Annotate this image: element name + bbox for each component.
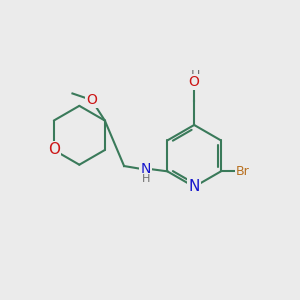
Text: H: H bbox=[191, 69, 200, 82]
Text: Br: Br bbox=[236, 165, 250, 178]
Text: O: O bbox=[189, 75, 200, 89]
Text: H: H bbox=[141, 174, 150, 184]
Text: N: N bbox=[188, 179, 200, 194]
Text: N: N bbox=[140, 162, 151, 176]
Text: O: O bbox=[48, 142, 60, 158]
Text: O: O bbox=[86, 93, 97, 107]
